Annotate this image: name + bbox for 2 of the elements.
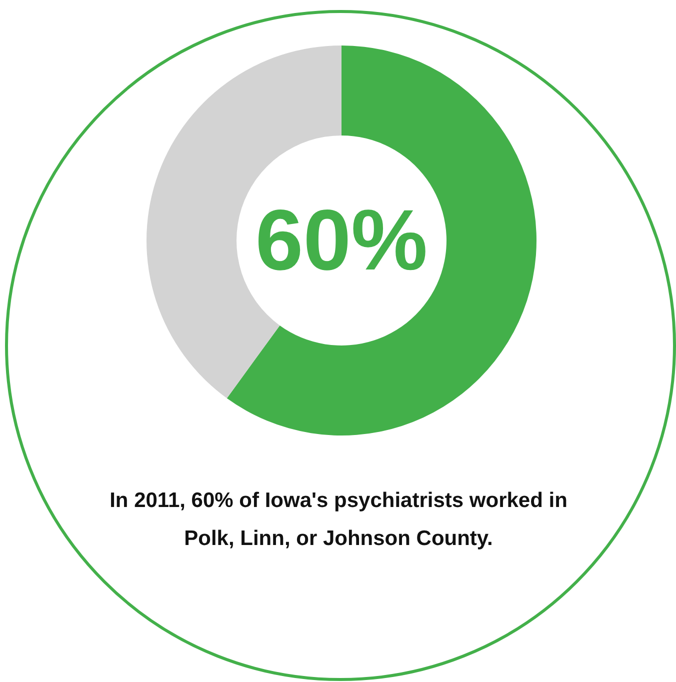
text: In 2011, 60% of Iowa's psychiatrists worked in Polk, Linn, or Johnson County. [110,489,568,550]
text: 60% [255,192,428,288]
